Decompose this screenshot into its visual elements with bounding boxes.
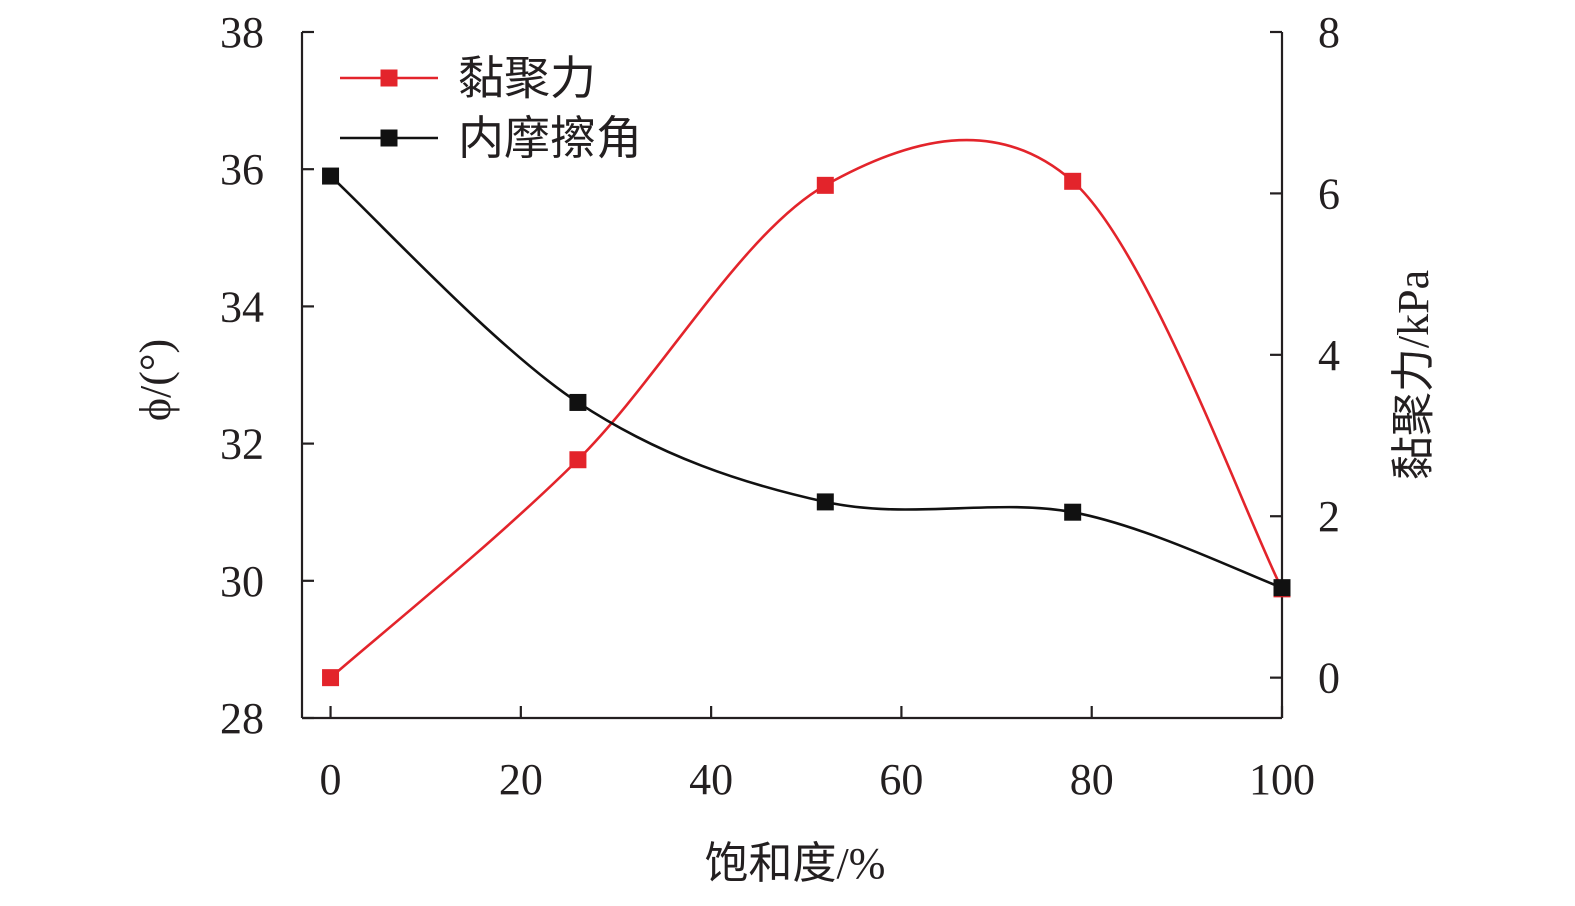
legend-marker bbox=[380, 69, 398, 87]
y-left-tick-label: 34 bbox=[220, 282, 264, 331]
x-tick-label: 80 bbox=[1070, 755, 1114, 804]
series-line-friction-angle bbox=[329, 175, 1283, 589]
y-right-tick-label: 2 bbox=[1318, 492, 1340, 541]
legend-label: 内摩擦角 bbox=[458, 113, 642, 164]
data-point-friction-angle bbox=[1064, 503, 1082, 521]
plot-frame: 0 20 40 60 80 100 28 30 32 34 36 38 0 2 4 6 8 bbox=[220, 8, 1340, 804]
y-left-tick-label: 32 bbox=[220, 420, 264, 469]
data-point-friction-angle bbox=[569, 393, 587, 411]
data-point-friction-angle bbox=[816, 493, 834, 511]
legend-marker bbox=[380, 129, 398, 147]
series-markers bbox=[322, 167, 1291, 687]
y-right-tick-label: 0 bbox=[1318, 654, 1340, 703]
x-tick-label: 60 bbox=[879, 755, 923, 804]
y-right-tick-label: 8 bbox=[1318, 8, 1340, 57]
y-axis-right-label: 黏聚力/kPa bbox=[1389, 270, 1438, 480]
data-point-cohesion bbox=[816, 176, 834, 194]
x-tick-label: 100 bbox=[1249, 755, 1315, 804]
y-left-tick-label: 28 bbox=[220, 694, 264, 743]
series-curves bbox=[329, 138, 1284, 679]
series-line-cohesion bbox=[329, 138, 1284, 679]
x-axis-label: 饱和度/% bbox=[705, 839, 886, 888]
x-tick-label: 20 bbox=[499, 755, 543, 804]
data-point-friction-angle bbox=[1273, 579, 1291, 597]
data-point-cohesion bbox=[1064, 172, 1082, 190]
x-tick-label: 40 bbox=[689, 755, 733, 804]
legend-label: 黏聚力 bbox=[458, 53, 596, 104]
data-point-cohesion bbox=[322, 669, 340, 687]
data-point-cohesion bbox=[569, 451, 587, 469]
y-left-tick-label: 38 bbox=[220, 8, 264, 57]
x-tick-label: 0 bbox=[320, 755, 342, 804]
y-axis-left-label: ϕ/(°) bbox=[131, 339, 180, 421]
y-right-tick-label: 4 bbox=[1318, 331, 1340, 380]
y-left-tick-label: 30 bbox=[220, 557, 264, 606]
y-left-tick-label: 36 bbox=[220, 145, 264, 194]
y-right-tick-label: 6 bbox=[1318, 169, 1340, 218]
data-point-friction-angle bbox=[322, 167, 340, 185]
